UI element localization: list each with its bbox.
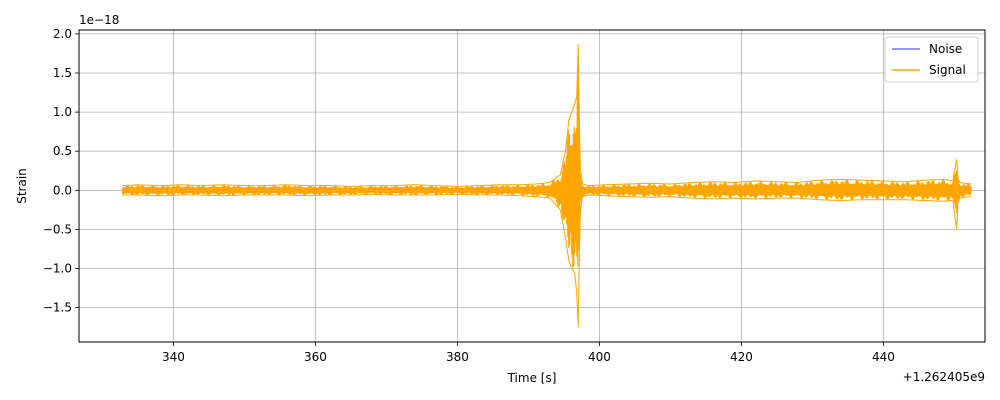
x-tick-label: 380 <box>446 350 469 364</box>
legend-signal-label: Signal <box>929 63 966 77</box>
y-tick-label: 2.0 <box>53 27 72 41</box>
y-scale-label: 1e−18 <box>79 13 119 27</box>
plot-area <box>121 44 972 328</box>
y-tick-label: 0.0 <box>53 183 72 197</box>
x-axis: 340 360 380 400 420 440 <box>162 342 895 364</box>
signal-lower-envelope <box>122 193 972 328</box>
x-tick-label: 360 <box>304 350 327 364</box>
x-axis-label: Time [s] <box>507 371 557 385</box>
y-tick-label: −0.5 <box>43 222 72 236</box>
x-tick-label: 420 <box>730 350 753 364</box>
x-tick-label: 440 <box>872 350 895 364</box>
y-tick-label: 0.5 <box>53 144 72 158</box>
y-tick-label: 1.5 <box>53 66 72 80</box>
x-offset-label: +1.262405e9 <box>903 370 985 384</box>
y-axis-label: Strain <box>15 168 29 204</box>
legend: Noise Signal <box>884 36 979 83</box>
axes-frame <box>78 29 986 343</box>
y-tick-label: 1.0 <box>53 105 72 119</box>
x-tick-label: 340 <box>162 350 185 364</box>
y-tick-label: −1.0 <box>43 261 72 275</box>
y-tick-label: −1.5 <box>43 301 72 315</box>
signal-upper-envelope <box>122 44 972 187</box>
legend-noise-label: Noise <box>929 42 962 56</box>
x-tick-label: 400 <box>588 350 611 364</box>
y-axis: −1.5 −1.0 −0.5 0.0 0.5 1.0 1.5 2.0 <box>43 27 79 315</box>
signal-series-line <box>121 55 972 268</box>
